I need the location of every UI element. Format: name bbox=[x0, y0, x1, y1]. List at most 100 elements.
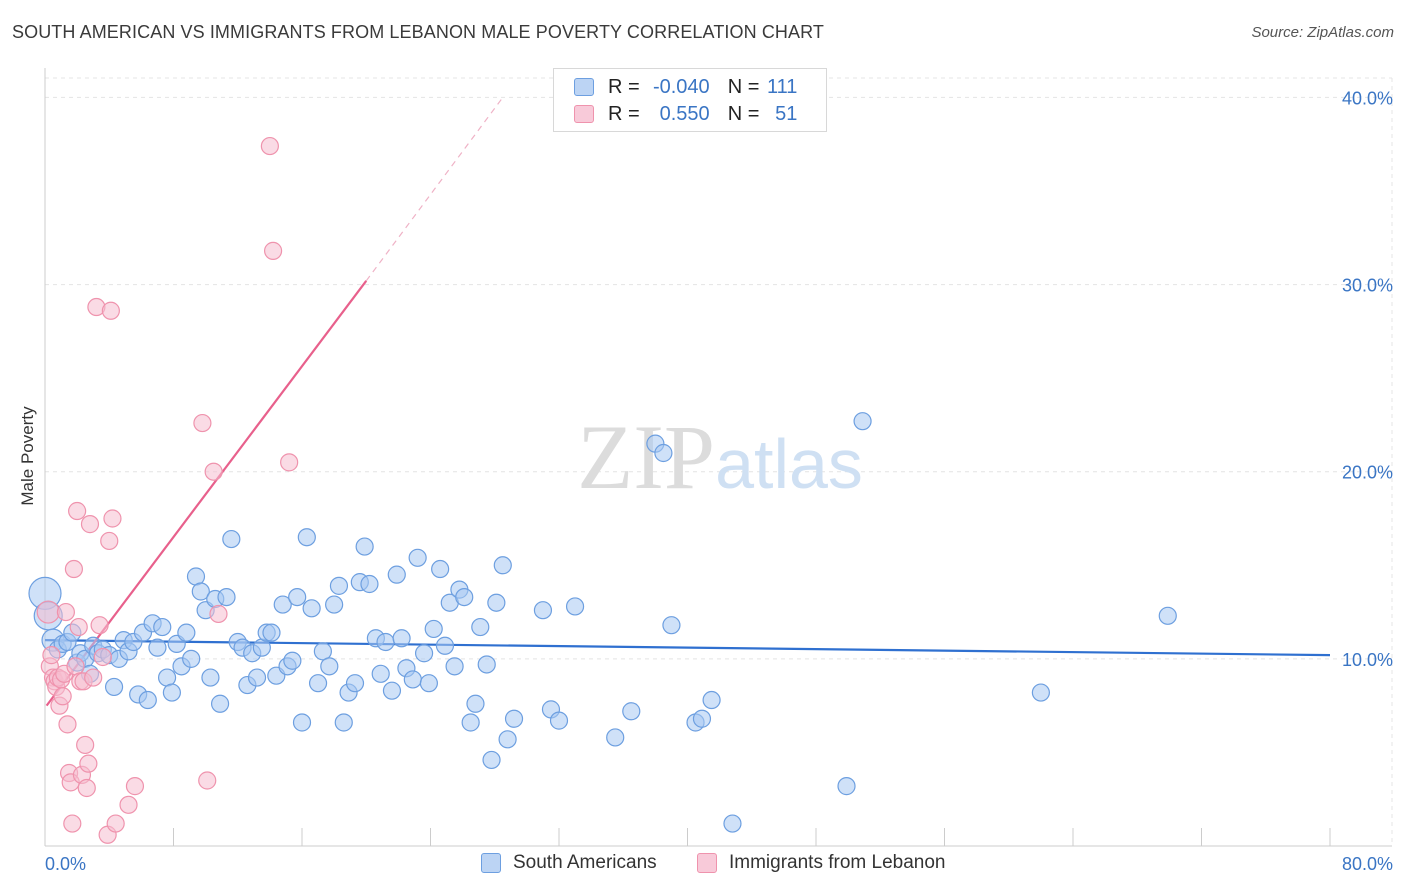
point-lebanon bbox=[280, 453, 299, 472]
point-lebanon bbox=[63, 814, 82, 833]
point-south-american bbox=[292, 713, 312, 732]
point-lebanon bbox=[56, 602, 75, 622]
point-south-american bbox=[435, 636, 455, 655]
y-tick-label: 10.0% bbox=[1342, 650, 1393, 670]
point-south-american bbox=[445, 657, 464, 676]
watermark-zip: ZIP bbox=[577, 406, 715, 508]
point-south-american bbox=[222, 529, 241, 549]
point-lebanon bbox=[77, 778, 96, 798]
series-legend: South Americans Immigrants from Lebanon bbox=[0, 852, 1406, 878]
watermark-atlas: atlas bbox=[715, 425, 863, 503]
trend-line-lebanon bbox=[45, 280, 368, 707]
point-south-american bbox=[371, 664, 390, 683]
legend-r-value: -0.040 bbox=[652, 75, 710, 98]
legend-n-value: 111 bbox=[766, 75, 798, 98]
point-south-american bbox=[177, 623, 196, 642]
point-lebanon bbox=[80, 515, 100, 534]
point-south-american bbox=[191, 582, 210, 601]
point-south-american bbox=[498, 730, 517, 749]
series-legend-lebanon[interactable]: Immigrants from Lebanon bbox=[697, 852, 946, 874]
correlation-legend: R = -0.040 N = 111 R = 0.550 N = 51 bbox=[553, 68, 827, 132]
point-south-american bbox=[654, 443, 673, 463]
point-south-american bbox=[308, 674, 328, 693]
axes bbox=[44, 68, 1392, 847]
point-south-american bbox=[387, 565, 406, 584]
series-swatch-pink bbox=[697, 853, 717, 873]
legend-n-value: 51 bbox=[775, 102, 798, 125]
legend-n-label: N = bbox=[727, 102, 760, 125]
point-south-american bbox=[148, 638, 167, 657]
point-south-american bbox=[565, 597, 585, 616]
point-lebanon bbox=[36, 600, 60, 624]
point-lebanon bbox=[76, 735, 95, 755]
series-name: South Americans bbox=[513, 852, 657, 873]
legend-r-label: R = bbox=[608, 102, 640, 125]
point-south-american bbox=[334, 713, 353, 732]
series-swatch-blue bbox=[481, 853, 501, 873]
series-legend-south-americans[interactable]: South Americans bbox=[481, 852, 657, 874]
point-south-american bbox=[431, 559, 450, 579]
data-points bbox=[28, 136, 1177, 844]
point-south-american bbox=[504, 709, 524, 728]
legend-row-lebanon: R = 0.550 N = 51 bbox=[574, 102, 797, 126]
point-lebanon bbox=[68, 501, 87, 521]
point-lebanon bbox=[58, 715, 77, 734]
point-lebanon bbox=[101, 301, 120, 320]
point-south-american bbox=[262, 623, 281, 642]
point-south-american bbox=[138, 690, 157, 710]
point-lebanon bbox=[260, 136, 279, 156]
point-south-american bbox=[325, 595, 344, 614]
point-lebanon bbox=[84, 668, 103, 687]
legend-swatch-pink bbox=[574, 105, 594, 123]
point-lebanon bbox=[42, 646, 61, 665]
point-south-american bbox=[403, 670, 422, 689]
point-south-american bbox=[288, 587, 307, 607]
point-lebanon bbox=[93, 647, 112, 667]
point-lebanon bbox=[198, 771, 217, 790]
trend-lines bbox=[44, 97, 1331, 707]
point-south-american bbox=[549, 711, 569, 730]
point-south-american bbox=[382, 681, 402, 700]
watermark: ZIPatlas bbox=[577, 406, 863, 508]
point-lebanon bbox=[209, 604, 228, 624]
gridlines bbox=[45, 77, 1393, 846]
point-south-american bbox=[162, 683, 181, 702]
point-south-american bbox=[723, 814, 742, 833]
point-south-american bbox=[153, 617, 172, 637]
x-tick-label: 0.0% bbox=[45, 854, 86, 874]
point-south-american bbox=[283, 651, 302, 670]
point-south-american bbox=[313, 642, 332, 661]
point-south-american bbox=[376, 632, 395, 652]
point-south-american bbox=[482, 750, 501, 770]
point-south-american bbox=[471, 617, 490, 637]
x-tick-label: 80.0% bbox=[1342, 854, 1393, 874]
point-south-american bbox=[320, 657, 339, 676]
series-name: Immigrants from Lebanon bbox=[729, 852, 946, 873]
point-south-american bbox=[217, 587, 236, 607]
point-south-american bbox=[419, 674, 438, 693]
legend-r-value: 0.550 bbox=[659, 102, 710, 125]
legend-swatch-blue bbox=[574, 78, 594, 96]
point-south-american bbox=[455, 587, 474, 607]
y-tick-label: 30.0% bbox=[1342, 276, 1393, 296]
point-south-american bbox=[477, 655, 496, 674]
point-south-american bbox=[329, 576, 349, 595]
point-south-american bbox=[487, 593, 506, 612]
trend-extension-lebanon bbox=[365, 97, 504, 282]
point-south-american bbox=[392, 629, 411, 648]
point-south-american bbox=[210, 694, 230, 713]
point-south-american bbox=[853, 412, 872, 431]
point-lebanon bbox=[100, 531, 119, 551]
point-south-american bbox=[414, 644, 434, 663]
point-lebanon bbox=[193, 413, 212, 433]
point-south-american bbox=[408, 548, 427, 567]
point-south-american bbox=[622, 702, 641, 721]
legend-row-south-americans: R = -0.040 N = 111 bbox=[574, 75, 797, 99]
point-south-american bbox=[424, 619, 443, 639]
point-lebanon bbox=[106, 814, 125, 833]
point-lebanon bbox=[103, 509, 122, 528]
point-lebanon bbox=[79, 754, 98, 773]
point-south-american bbox=[355, 537, 374, 556]
point-south-american bbox=[606, 728, 625, 747]
